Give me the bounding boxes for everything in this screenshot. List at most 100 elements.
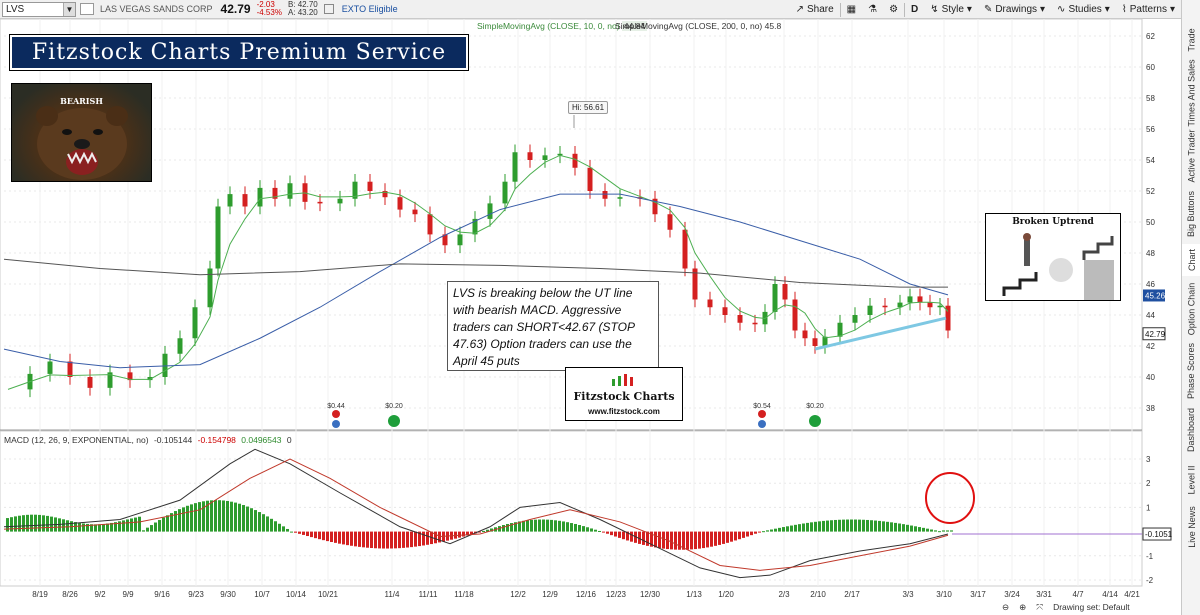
zoom-out-icon[interactable]: ⊖: [1002, 601, 1010, 612]
macd-histogram-bar: [782, 527, 785, 532]
studies-button[interactable]: ∿ Studies ▾: [1051, 1, 1116, 18]
candle-body: [772, 284, 778, 312]
macd-histogram-bar: [890, 522, 893, 532]
macd-histogram-bar: [30, 514, 33, 532]
candle-body: [707, 299, 713, 308]
exto-eligible[interactable]: EXTO Eligible: [341, 4, 398, 14]
tab-times-and-sales[interactable]: Times And Sales: [1182, 59, 1200, 126]
macd-histogram-bar: [238, 503, 241, 532]
macd-histogram-bar: [58, 518, 61, 532]
annotation-circle: [925, 472, 975, 524]
high-label: Hi: 56.61: [568, 101, 609, 114]
bid-ask: B: 42.70 A: 43.20: [288, 1, 318, 17]
date-tick: 8/19: [32, 590, 48, 599]
earnings-icon: [332, 420, 340, 428]
tab-big-buttons[interactable]: Big Buttons: [1182, 188, 1200, 240]
mini-chart-icon: [612, 374, 633, 386]
candle-body: [87, 377, 93, 388]
tab-active-trader[interactable]: Active Trader: [1182, 126, 1200, 186]
tab-trade[interactable]: Trade: [1182, 20, 1200, 60]
price-tick: 58: [1146, 94, 1155, 103]
macd-histogram-bar: [478, 531, 481, 533]
candle-body: [652, 198, 658, 215]
chevron-down-icon[interactable]: ▼: [63, 2, 75, 16]
zoom-in-icon[interactable]: ⊕: [1019, 601, 1027, 612]
macd-histogram-bar: [234, 502, 237, 532]
macd-histogram-bar: [94, 524, 97, 532]
macd-histogram-bar: [398, 531, 401, 549]
candle-body: [617, 197, 623, 199]
macd-histogram-bar: [778, 527, 781, 532]
tab-live-news[interactable]: Live News: [1182, 502, 1200, 552]
list-icon[interactable]: [80, 3, 94, 15]
drawing-set[interactable]: Drawing set: Default: [1053, 602, 1130, 612]
footer: ⊖ ⊕ ⤧ Drawing set: Default: [1002, 600, 1172, 614]
macd-histogram-bar: [242, 505, 245, 532]
logo-url: www.fitzstock.com: [588, 407, 660, 416]
macd-histogram-bar: [470, 531, 473, 535]
candle-body: [602, 191, 608, 199]
studies-label: Studies: [1068, 4, 1102, 15]
tab-option-chain[interactable]: Option Chain: [1182, 280, 1200, 338]
price-tick: 46: [1146, 280, 1155, 289]
tab-phase-scores[interactable]: Phase Scores: [1182, 340, 1200, 402]
symbol-text: LVS: [6, 3, 25, 15]
share-button[interactable]: ↗ Share: [790, 1, 840, 18]
macd-histogram-bar: [18, 515, 21, 532]
candle-body: [215, 206, 221, 269]
tab-chart[interactable]: Chart: [1182, 244, 1200, 276]
macd-histogram-bar: [166, 515, 169, 532]
patterns-button[interactable]: ⌇ Patterns ▾: [1116, 1, 1181, 18]
macd-histogram-bar: [14, 516, 17, 532]
macd-histogram-bar: [338, 531, 341, 544]
symbol-selector[interactable]: LVS ▼: [2, 1, 76, 17]
macd-histogram-bar: [174, 511, 177, 532]
style-button[interactable]: ↯ Style ▾: [924, 1, 978, 18]
date-tick: 10/21: [318, 590, 339, 599]
candle-body: [812, 338, 818, 346]
share-label: Share: [806, 4, 834, 15]
candle-body: [945, 305, 951, 331]
drawings-button[interactable]: ✎ Drawings ▾: [978, 1, 1051, 18]
tab-level-ii[interactable]: Level II: [1182, 460, 1200, 500]
macd-histogram-bar: [930, 529, 933, 532]
macd-histogram-bar: [698, 531, 701, 549]
candle-body: [177, 338, 183, 354]
change-percent: -4.53%: [256, 8, 282, 17]
macd-histogram-bar: [882, 521, 885, 532]
macd-histogram-bar: [670, 531, 673, 550]
sma10-value: 44.84: [621, 21, 648, 31]
crosshair-icon[interactable]: ⤧: [1036, 601, 1044, 612]
grid-button[interactable]: ▦: [841, 1, 862, 18]
macd-histogram-bar: [314, 531, 317, 539]
toolbar-actions: ↗ Share ▦ ⚗ ⚙ D ↯ Style ▾ ✎ Drawings ▾ ∿ Studi…: [790, 1, 1181, 18]
macd-histogram-bar: [922, 527, 925, 532]
macd-histogram-bar: [614, 531, 617, 537]
candle-body: [192, 307, 198, 339]
price-tick: 48: [1146, 249, 1155, 258]
macd-histogram-bar: [178, 509, 181, 532]
macd-histogram-bar: [586, 527, 589, 532]
macd-histogram-bar: [946, 530, 949, 532]
macd-histogram-bar: [766, 530, 769, 532]
date-tick: 1/20: [718, 590, 734, 599]
macd-histogram-bar: [570, 523, 573, 532]
macd-histogram-bar: [870, 520, 873, 532]
price-tick: 52: [1146, 187, 1155, 196]
candle-body: [682, 229, 688, 269]
macd-histogram-bar: [806, 522, 809, 532]
tab-dashboard[interactable]: Dashboard: [1182, 404, 1200, 456]
candle-body: [397, 197, 403, 210]
macd-badge-text: -0.1051: [1145, 530, 1173, 539]
flask-button[interactable]: ⚗: [862, 1, 883, 18]
candle-body: [542, 155, 548, 160]
macd-histogram-bar: [590, 528, 593, 532]
macd-histogram-bar: [850, 519, 853, 532]
tab-label: Option Chain: [1186, 282, 1197, 336]
period-button[interactable]: D: [905, 1, 924, 18]
price-tick: 44: [1146, 311, 1155, 320]
macd-histogram-bar: [370, 531, 373, 549]
price-change: -2.03 -4.53%: [257, 1, 282, 17]
settings-button[interactable]: ⚙: [883, 1, 904, 18]
